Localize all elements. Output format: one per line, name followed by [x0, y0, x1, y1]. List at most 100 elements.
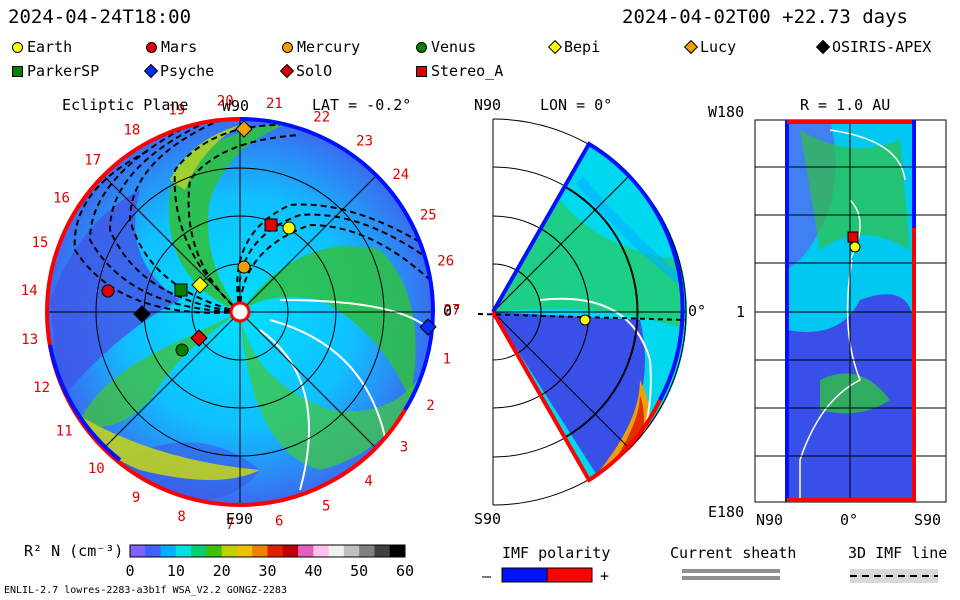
carrington-number: 1 [443, 352, 451, 368]
spacecraft-marker [191, 276, 209, 294]
legend-label: Bepi [564, 38, 601, 56]
model-time: 2024-04-02T00 +22.73 days [622, 6, 908, 28]
carrington-number: 13 [21, 332, 38, 348]
legend-item: ParkerSP [12, 62, 99, 80]
legend-item: Psyche [143, 62, 215, 80]
carrington-number: 17 [84, 153, 101, 169]
colorbar-cell [328, 545, 345, 557]
colorbar-cell [130, 545, 146, 557]
circle-marker-icon [146, 41, 157, 53]
ecliptic-top-label: W90 [222, 97, 250, 115]
legend-label: ParkerSP [27, 62, 100, 80]
colorbar-label: R² N (cm⁻³) [24, 542, 124, 560]
meridional-top-label: N90 [474, 96, 502, 114]
ecliptic-right-label: 0° [443, 302, 462, 320]
legend-label: Mars [161, 38, 198, 56]
colorbar-tick: 0 [125, 562, 135, 580]
ecliptic-lat-label: LAT = -0.2° [312, 96, 412, 114]
colorbar [129, 544, 406, 558]
meridional-lon-label: LON = 0° [540, 96, 613, 114]
carrington-number: 7 [226, 517, 234, 533]
imf-negative-swatch [501, 567, 548, 583]
spacecraft-marker [133, 305, 151, 323]
imf-title: IMF polarity [502, 544, 611, 562]
spacecraft-marker [190, 329, 208, 347]
circle-marker-icon [416, 41, 427, 53]
carrington-number: 9 [132, 490, 140, 506]
square-marker-icon [416, 65, 427, 77]
carrington-number: 18 [123, 123, 140, 139]
spacecraft-marker [175, 343, 189, 357]
legend-item: Bepi [547, 38, 601, 56]
legend-label: Psyche [160, 62, 215, 80]
carrington-number: 15 [32, 235, 49, 251]
colorbar-cell [359, 545, 375, 557]
spacecraft-marker [264, 218, 278, 232]
spacecraft-marker [237, 260, 251, 274]
legend-item: SolO [279, 62, 332, 80]
ecliptic-title: Ecliptic Plane [62, 96, 189, 114]
legend-item: Mercury [282, 38, 360, 56]
legend-label: Lucy [700, 38, 737, 56]
spacecraft-markers [101, 120, 437, 357]
carrington-number: 19 [168, 103, 185, 119]
legend-item: OSIRIS-APEX [815, 38, 932, 56]
circle-marker-icon [12, 41, 23, 53]
radial-mid-label: 1 [736, 303, 746, 321]
carrington-number: 21 [266, 96, 283, 112]
legend-item: Venus [416, 38, 476, 56]
colorbar-tick: 30 [258, 562, 277, 580]
colorbar-cell [267, 545, 284, 557]
radial-top-left-label: W180 [708, 103, 745, 121]
radial-x-label-1: 0° [840, 511, 859, 529]
colorbar-cell [313, 545, 330, 557]
legend-label: Earth [27, 38, 73, 56]
meridional-bottom-label: S90 [474, 510, 502, 528]
stereo-a-marker-radial [847, 231, 859, 243]
earth-marker-meridional [579, 314, 591, 326]
spacecraft-marker [235, 120, 253, 138]
colorbar-tick: 20 [212, 562, 231, 580]
colorbar-tick: 40 [304, 562, 323, 580]
radial-map [754, 119, 947, 503]
legend-item: Earth [12, 38, 72, 56]
carrington-number: 16 [53, 191, 70, 207]
carrington-number: 12 [33, 380, 50, 396]
carrington-number: 24 [392, 167, 409, 183]
carrington-number: 25 [420, 208, 437, 224]
footer-text: ENLIL-2.7 lowres-2283-a3b1f WSA_V2.2 GON… [4, 585, 287, 596]
spacecraft-marker [101, 284, 115, 298]
legend-label: OSIRIS-APEX [832, 38, 932, 56]
carrington-number: 27 [444, 303, 461, 319]
sheath-title: Current sheath [670, 544, 797, 562]
colorbar-cell [206, 545, 223, 557]
colorbar-tick: 50 [350, 562, 369, 580]
carrington-number: 6 [275, 513, 283, 529]
colorbar-cell [252, 545, 268, 557]
colorbar-cell [374, 545, 391, 557]
ecliptic-plane [44, 117, 436, 508]
colorbar-cell [389, 545, 406, 557]
sheath-line-2 [682, 576, 780, 580]
circle-marker-icon [282, 41, 293, 53]
carrington-number: 20 [217, 94, 234, 110]
carrington-number: 23 [356, 134, 373, 150]
carrington-number: 11 [56, 424, 73, 440]
run-time: 2024-04-24T18:00 [8, 6, 192, 28]
carrington-number: 4 [364, 474, 372, 490]
imf-positive-swatch [546, 567, 593, 583]
carrington-number: 3 [400, 439, 408, 455]
square-marker-icon [12, 65, 23, 77]
carrington-number: 14 [21, 283, 38, 299]
ecliptic-bottom-label: E90 [226, 510, 254, 528]
earth-marker-radial [849, 241, 861, 253]
spacecraft-marker [174, 283, 188, 297]
carrington-number: 26 [437, 254, 454, 270]
legend-label: Stereo_A [431, 62, 504, 80]
colorbar-cell [343, 545, 360, 557]
carrington-number: 5 [322, 499, 330, 515]
sun-icon [229, 301, 251, 323]
radial-r-label: R = 1.0 AU [800, 96, 891, 114]
carrington-number: 22 [313, 109, 330, 125]
